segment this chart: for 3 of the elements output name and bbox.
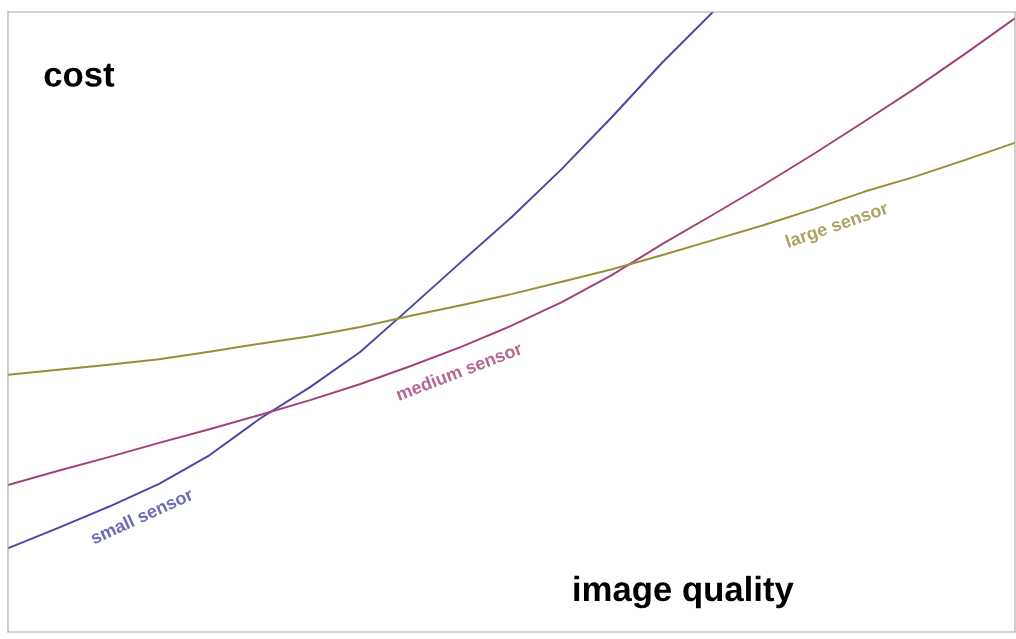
- text: large sensor: [784, 200, 891, 252]
- x-axis-title: image quality: [574, 575, 794, 609]
- y-axis-title: cost: [44, 63, 115, 87]
